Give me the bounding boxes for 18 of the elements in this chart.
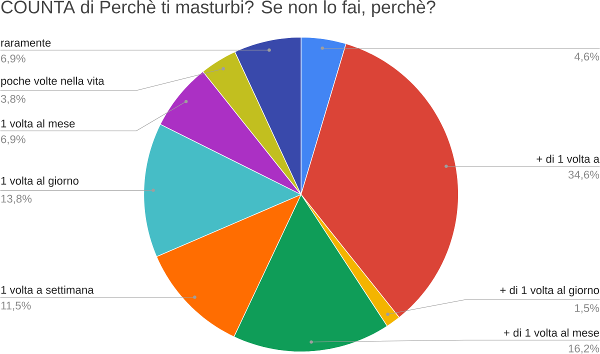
data-label: 34,6% xyxy=(568,170,600,180)
chart-title: COUNTA di Perchè ti masturbi? Se non lo fai, perchè? xyxy=(1,0,436,18)
slice-label: + di 1 volta a xyxy=(536,154,600,163)
data-label: 4,6% xyxy=(574,52,600,62)
data-label: 16,2% xyxy=(568,344,600,354)
slice-label: 1 volta al giorno xyxy=(1,176,78,188)
slice-label: 1 volta a settimana xyxy=(1,286,94,294)
data-label: 11,5% xyxy=(1,302,31,311)
slice-label: + di 1 volta al mese xyxy=(504,328,600,337)
data-label: 6,9% xyxy=(1,54,26,64)
slice-label: 1 volta al mese xyxy=(1,119,75,128)
slice-label: + di 1 volta al giorno xyxy=(500,286,600,296)
data-label: 3,8% xyxy=(0,95,26,104)
data-label: 13,8% xyxy=(1,194,32,204)
slice-label: raramente xyxy=(1,40,51,47)
data-label: 6,9% xyxy=(1,135,26,145)
data-label: 1,5% xyxy=(575,304,600,314)
slice-label: poche volte nella vita xyxy=(1,76,104,88)
